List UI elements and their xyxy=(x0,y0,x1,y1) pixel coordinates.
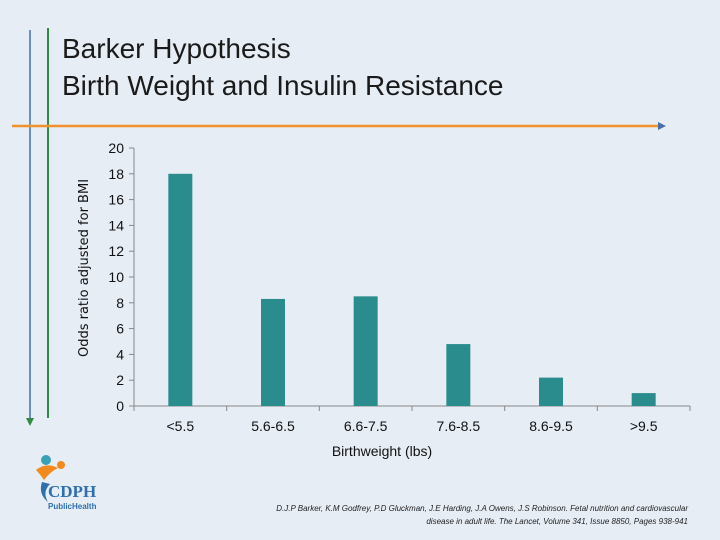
chart-axes xyxy=(129,147,691,411)
chart-bars xyxy=(168,173,656,406)
y-tick-label: 12 xyxy=(108,243,124,259)
logo-text-main: CDPH xyxy=(48,482,96,501)
logo-text-sub: PublicHealth xyxy=(48,502,97,511)
vertical-rule-arrow-icon xyxy=(26,418,34,426)
citation-line-1: D.J.P Barker, K.M Godfrey, P.D Gluckman,… xyxy=(276,504,688,513)
horizontal-rule-arrow-icon xyxy=(658,122,666,130)
y-tick-label: 6 xyxy=(116,321,124,337)
y-tick-label: 16 xyxy=(108,192,124,208)
y-tick-label: 0 xyxy=(116,398,124,414)
y-tick-label: 14 xyxy=(108,217,124,233)
citation-line-2: disease in adult life. The Lancet, Volum… xyxy=(426,517,688,526)
y-tick-label: 18 xyxy=(108,166,124,182)
x-tick-label: 6.6-7.5 xyxy=(344,418,388,434)
cdph-logo: CDPH PublicHealth xyxy=(36,455,97,511)
bar xyxy=(446,344,471,406)
x-tick-label: <5.5 xyxy=(167,418,195,434)
x-tick-labels: <5.5 5.6-6.5 6.6-7.5 7.6-8.5 8.6-9.5 >9.5 xyxy=(167,418,658,434)
bar xyxy=(631,393,656,406)
slide-title-line-1: Barker Hypothesis xyxy=(62,33,291,64)
bar xyxy=(168,173,193,406)
slide-title-line-2: Birth Weight and Insulin Resistance xyxy=(62,70,504,101)
logo-figure2-head-icon xyxy=(57,461,65,469)
x-tick-label: 8.6-9.5 xyxy=(529,418,573,434)
bar xyxy=(539,377,563,406)
y-tick-label: 2 xyxy=(116,372,124,388)
logo-figure-arm-icon xyxy=(36,465,58,480)
logo-figure-body-icon xyxy=(40,482,50,502)
x-tick-label: 7.6-8.5 xyxy=(437,418,481,434)
y-tick-label: 10 xyxy=(108,269,124,285)
bar xyxy=(261,298,285,406)
logo-figure-head-icon xyxy=(41,455,51,465)
x-tick-label: 5.6-6.5 xyxy=(251,418,295,434)
y-tick-label: 8 xyxy=(116,295,124,311)
y-tick-label: 20 xyxy=(108,140,124,156)
citation: D.J.P Barker, K.M Godfrey, P.D Gluckman,… xyxy=(276,502,688,528)
x-axis-label: Birthweight (lbs) xyxy=(332,443,432,459)
y-axis-label: Odds ratio adjusted for BMI xyxy=(77,179,92,357)
y-tick-label: 4 xyxy=(116,346,124,362)
bar xyxy=(353,296,378,406)
y-tick-labels: 0 2 4 6 8 10 12 14 16 18 20 xyxy=(108,140,124,414)
x-tick-label: >9.5 xyxy=(630,418,658,434)
